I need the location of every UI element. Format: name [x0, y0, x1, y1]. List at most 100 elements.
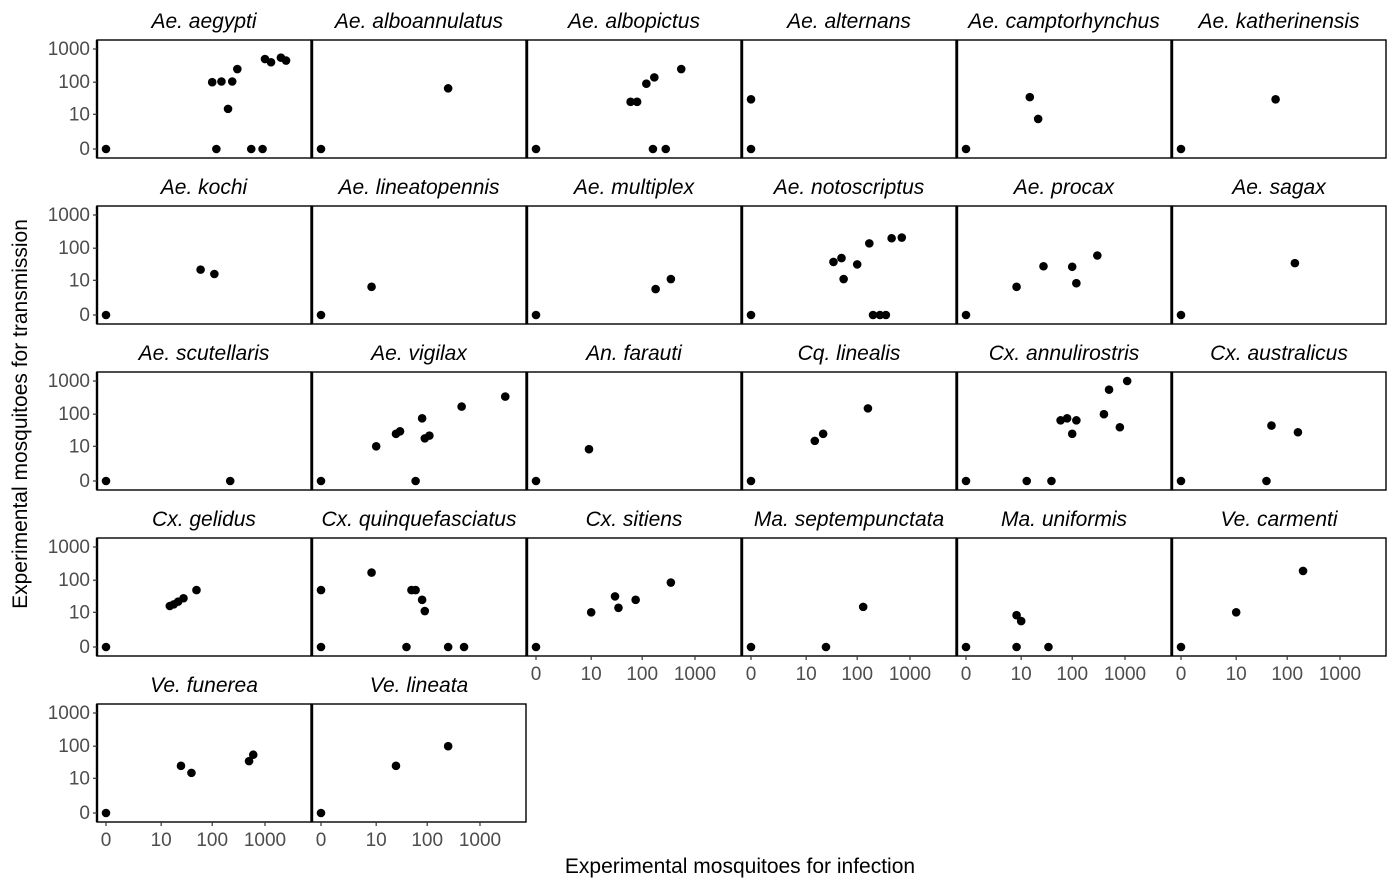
data-point [632, 97, 642, 107]
x-tick-label: 100 [841, 664, 873, 685]
panel-title: Ae. vigilax [369, 342, 468, 365]
data-point [642, 79, 651, 89]
data-point [676, 64, 686, 74]
x-tick-label: 10 [1011, 664, 1032, 685]
panel-title: Ve. carmenti [1220, 508, 1338, 531]
x-tick-label: 1000 [1104, 664, 1146, 685]
data-point [881, 310, 891, 320]
panel-frame [741, 39, 957, 159]
panel-frame [1171, 537, 1387, 657]
data-point [266, 57, 276, 67]
panel-title: Ae. notoscriptus [772, 176, 925, 199]
data-point [233, 64, 242, 74]
y-tick-label: 10 [69, 768, 90, 789]
panel-title: An. farauti [584, 342, 683, 365]
panel-ae-albopictus: Ae. albopictus [525, 10, 742, 159]
y-axis-label: Experimental mosquitoes for transmission [9, 219, 32, 609]
data-point [367, 568, 376, 577]
data-point [1176, 310, 1186, 320]
panel-cx-australicus: Cx. australicus [1170, 342, 1387, 491]
x-tick-label: 100 [196, 830, 228, 851]
data-point [395, 426, 405, 436]
panel-frame [741, 371, 957, 491]
data-point [101, 808, 111, 818]
data-point [1033, 114, 1043, 124]
panel-frame [526, 371, 742, 491]
data-point [411, 585, 420, 595]
data-point [586, 607, 596, 617]
data-point [1047, 476, 1056, 486]
x-tick-label: 10 [796, 664, 817, 685]
panel-title: Cx. annulirostris [989, 342, 1140, 365]
data-point [227, 77, 237, 86]
panel-title: Cx. sitiens [586, 508, 683, 531]
y-tick-label: 0 [79, 139, 90, 160]
data-point [1267, 421, 1276, 430]
panel-frame [311, 371, 527, 491]
data-point [875, 310, 885, 320]
panel-ae-vigilax: Ae. vigilax [310, 342, 527, 491]
data-point [246, 144, 256, 154]
data-point [887, 233, 896, 243]
x-tick-label: 0 [1176, 664, 1187, 685]
y-tick-label: 1000 [48, 39, 90, 60]
data-point [1072, 278, 1081, 288]
panel-frame [1171, 371, 1387, 491]
data-point [1176, 476, 1186, 486]
panel-ve-lineata: Ve. lineata 0 10 100 1000 [310, 674, 527, 851]
data-point [101, 144, 111, 154]
panel-title: Ae. aegypti [149, 10, 257, 33]
data-point [1115, 422, 1125, 432]
data-point [746, 310, 756, 320]
data-point [316, 808, 326, 818]
data-point [316, 310, 326, 320]
x-tick-label: 0 [746, 664, 757, 685]
panel-title: Ae. albopictus [566, 10, 700, 33]
panel-ae-lineatopennis: Ae. lineatopennis [310, 176, 527, 325]
panel-title: Ae. multiplex [572, 176, 696, 199]
data-point [225, 476, 235, 486]
data-point [661, 144, 671, 154]
panel-title: Ma. uniformis [1001, 508, 1128, 531]
data-point [1025, 92, 1035, 102]
x-tick-label: 100 [1271, 664, 1303, 685]
panel-ae-notoscriptus: Ae. notoscriptus [740, 176, 957, 325]
x-tick-label: 0 [316, 830, 327, 851]
data-point [1290, 258, 1300, 268]
x-tick-label: 1000 [244, 830, 286, 851]
data-point [746, 642, 756, 652]
data-point [1016, 616, 1026, 626]
data-point [443, 642, 453, 652]
panel-title: Ma. septempunctata [754, 508, 944, 531]
data-point [865, 239, 874, 248]
panel-frame [956, 39, 1172, 159]
panel-title: Cx. quinquefasciatus [322, 508, 517, 531]
data-point [207, 77, 217, 87]
data-point [443, 84, 453, 93]
panel-frame [956, 371, 1172, 491]
data-point [316, 585, 326, 595]
y-tick-label: 10 [69, 436, 90, 457]
data-point [192, 585, 201, 595]
data-point [1104, 385, 1114, 394]
panel-cx-quinquefasciatus: Cx. quinquefasciatus [310, 508, 527, 657]
data-point [651, 284, 660, 294]
data-point [531, 310, 541, 320]
panel-title: Ae. katherinensis [1196, 10, 1360, 33]
data-point [1298, 566, 1308, 576]
panel-frame [741, 537, 957, 657]
y-tick-label: 10 [69, 602, 90, 623]
data-point [1176, 642, 1186, 652]
panel-ve-carmenti: Ve. carmenti 0 10 100 1000 [1170, 508, 1387, 685]
x-tick-label: 1000 [674, 664, 716, 685]
data-point [650, 73, 659, 82]
data-point [1062, 414, 1072, 423]
data-point [1012, 642, 1021, 652]
panel-frame [311, 39, 527, 159]
data-point [391, 761, 401, 771]
data-point [316, 144, 326, 154]
x-tick-label: 10 [1226, 664, 1247, 685]
data-point [961, 310, 971, 320]
